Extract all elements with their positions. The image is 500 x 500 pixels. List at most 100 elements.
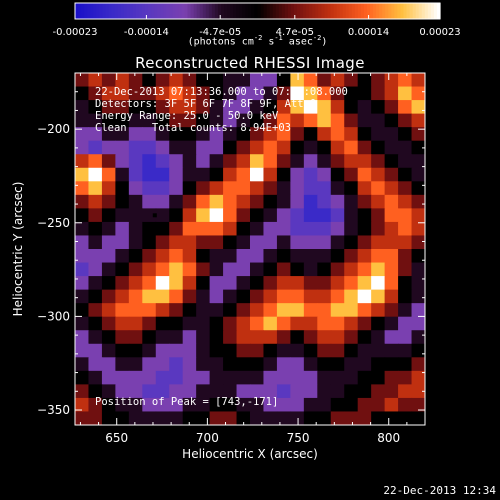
heatmap-cell <box>290 289 305 304</box>
heatmap-cell <box>115 249 130 264</box>
heatmap-cell <box>223 167 238 182</box>
heatmap-cell <box>290 181 305 196</box>
heatmap-cell <box>317 86 332 101</box>
heatmap-cell <box>128 249 143 264</box>
heatmap-cell <box>155 316 170 331</box>
heatmap-cell <box>196 194 211 209</box>
heatmap-cell <box>88 221 103 236</box>
heatmap-cell <box>263 262 278 277</box>
colorbar-segment <box>300 3 304 19</box>
heatmap-cell <box>263 276 278 291</box>
heatmap-cell <box>88 140 103 155</box>
colorbar-segment <box>224 3 228 19</box>
heatmap-cell <box>196 276 211 291</box>
heatmap-cell <box>357 384 372 399</box>
heatmap-cell <box>236 249 251 264</box>
heatmap-cell <box>290 249 305 264</box>
heatmap-cell <box>155 181 170 196</box>
heatmap-cell <box>115 370 130 385</box>
heatmap-cell <box>142 249 157 264</box>
heatmap-cell <box>384 127 399 142</box>
colorbar-segment <box>318 3 322 19</box>
heatmap-cell <box>142 370 157 385</box>
plot-title: Reconstructed RHESSI Image <box>135 54 365 72</box>
heatmap-cell <box>398 100 413 115</box>
heatmap-cell <box>88 208 103 223</box>
heatmap-cell <box>209 303 224 318</box>
heatmap-cell <box>357 370 372 385</box>
heatmap-cell <box>250 303 264 318</box>
heatmap-cell <box>357 73 372 88</box>
heatmap-cell <box>75 370 89 385</box>
heatmap-cell <box>276 208 291 223</box>
heatmap-cell <box>250 181 264 196</box>
colorbar-segment <box>172 3 176 19</box>
heatmap-cell <box>398 249 413 264</box>
heatmap-cell <box>209 235 224 250</box>
colorbar-segment <box>376 3 380 19</box>
heatmap-cell <box>276 154 291 169</box>
units-tail: ) <box>321 36 328 48</box>
heatmap-cell <box>276 127 291 142</box>
heatmap-cell <box>330 249 345 264</box>
heatmap-cell <box>371 276 386 291</box>
heatmap-cell <box>276 370 291 385</box>
heatmap-cell <box>357 316 372 331</box>
colorbar-segment <box>236 3 240 19</box>
heatmap-cell <box>101 100 116 115</box>
heatmap-cell <box>276 343 291 358</box>
heatmap-cell <box>344 221 359 236</box>
colorbar-segment <box>400 3 405 19</box>
heatmap-cell <box>330 397 345 412</box>
colorbar-tick-label: 0.00023 <box>419 27 460 38</box>
heatmap-cell <box>236 303 251 318</box>
colorbar-tick-label: 0.00014 <box>348 27 389 38</box>
heatmap-cell <box>196 330 211 345</box>
heatmap-cell <box>155 330 170 345</box>
colorbar-segment <box>278 3 283 19</box>
heatmap-cell <box>155 249 170 264</box>
heatmap-cell <box>290 86 305 101</box>
heatmap-cell <box>384 154 399 169</box>
heatmap-cell <box>263 73 278 88</box>
colorbar-segment <box>406 3 411 19</box>
colorbar-segment <box>415 3 420 19</box>
heatmap-cell <box>75 181 89 196</box>
heatmap-cell <box>330 208 345 223</box>
heatmap-cell <box>371 370 386 385</box>
heatmap-cell <box>411 249 426 264</box>
heatmap-cell <box>371 235 386 250</box>
colorbar-segment <box>217 3 222 19</box>
colorbar-segment <box>269 3 274 19</box>
heatmap-cell <box>357 100 372 115</box>
heatmap-cell <box>276 289 291 304</box>
heatmap-cell <box>236 397 251 412</box>
colorbar-segment <box>81 3 85 19</box>
heatmap-cell <box>276 73 291 88</box>
heatmap-cell <box>384 370 399 385</box>
heatmap-cell <box>196 289 211 304</box>
x-tick-label: 750 <box>287 431 310 445</box>
colorbar-segment <box>138 3 143 19</box>
heatmap-cell <box>303 249 318 264</box>
heatmap-cell <box>155 235 170 250</box>
heatmap-cell <box>88 235 103 250</box>
heatmap-cell <box>209 276 224 291</box>
heatmap-cell <box>115 194 130 209</box>
heatmap-cell <box>330 343 345 358</box>
colorbar-segment <box>245 3 249 19</box>
heatmap-cell <box>398 384 413 399</box>
heatmap-cell <box>344 249 359 264</box>
heatmap-cell <box>250 262 264 277</box>
heatmap-cell <box>330 316 345 331</box>
heatmap-cell <box>371 100 386 115</box>
colorbar-tick-label: 4.7e-05 <box>276 27 314 38</box>
heatmap-cell <box>290 411 305 426</box>
heatmap-cell <box>155 411 170 426</box>
heatmap-cell <box>303 262 318 277</box>
heatmap-cell <box>182 113 197 128</box>
heatmap-cell <box>101 276 116 291</box>
heatmap-cell <box>330 235 345 250</box>
heatmap-cell <box>290 303 305 318</box>
heatmap-cell <box>250 276 264 291</box>
